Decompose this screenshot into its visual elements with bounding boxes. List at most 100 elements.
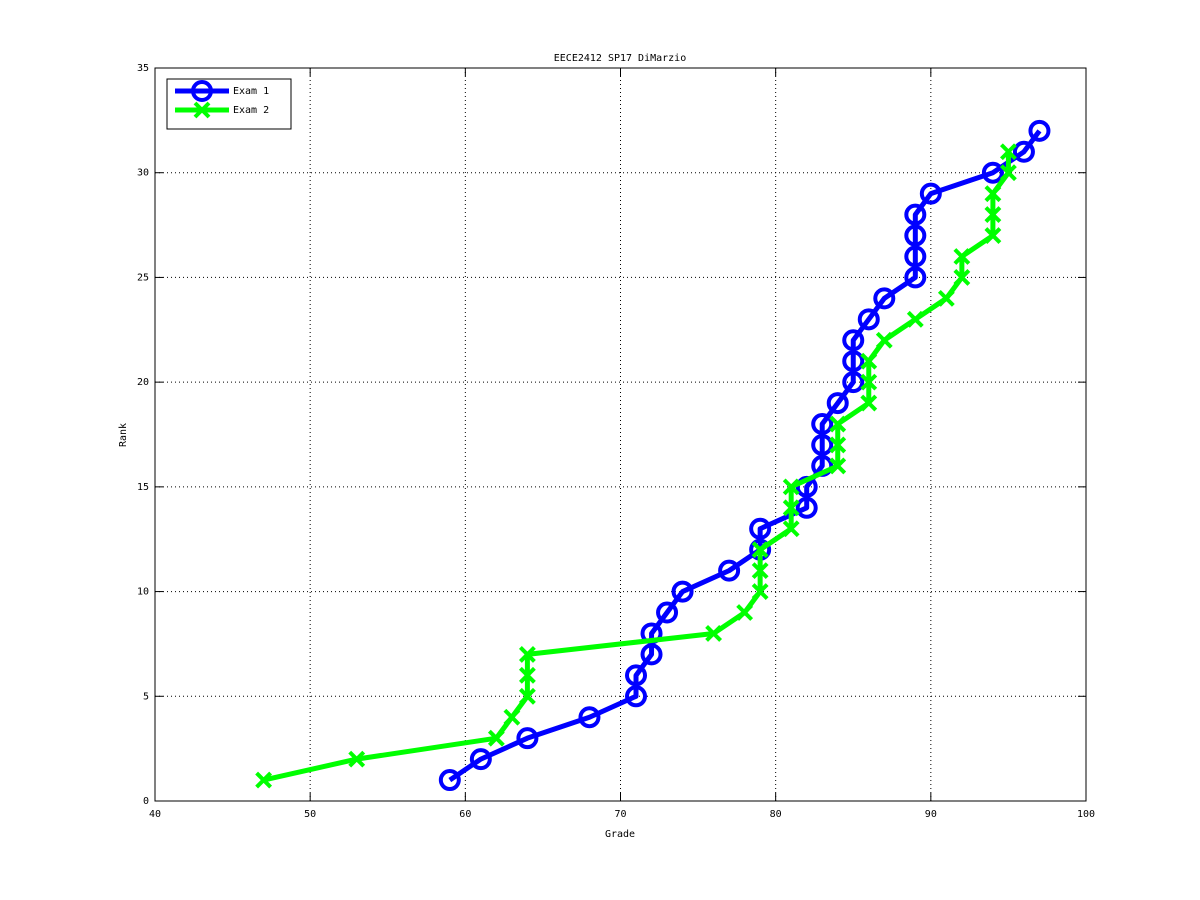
marker <box>438 769 461 792</box>
marker-stroke <box>953 248 971 265</box>
marker <box>469 748 492 771</box>
y-tick-label: 35 <box>137 63 149 74</box>
marker-stroke <box>503 708 521 726</box>
marker <box>795 496 818 519</box>
marker <box>671 580 694 603</box>
marker <box>904 266 927 289</box>
marker-stroke <box>906 310 924 328</box>
marker-stroke <box>1000 143 1017 161</box>
y-tick-label: 25 <box>137 272 149 283</box>
marker-stroke <box>984 185 1002 203</box>
marker-stroke <box>255 771 273 789</box>
marker-stroke <box>953 269 971 286</box>
marker-stroke <box>751 583 769 600</box>
marker <box>811 433 834 456</box>
chart-title: EECE2412 SP17 DiMarzio <box>554 53 686 64</box>
marker <box>625 685 648 708</box>
marker-stroke <box>937 289 955 307</box>
marker <box>1012 140 1035 163</box>
y-tick-label: 30 <box>137 168 149 179</box>
legend-label: Exam 1 <box>233 86 269 97</box>
marker-stroke <box>829 457 847 475</box>
marker-stroke <box>751 541 769 559</box>
marker <box>518 666 536 684</box>
marker-stroke <box>829 436 847 454</box>
marker <box>860 352 878 370</box>
marker <box>193 101 211 119</box>
marker <box>953 248 971 265</box>
marker <box>826 392 849 415</box>
marker <box>656 601 679 624</box>
marker-stroke <box>875 331 893 349</box>
marker <box>829 457 847 475</box>
x-tick-label: 90 <box>925 809 937 820</box>
marker <box>984 206 1002 224</box>
marker-stroke <box>860 352 878 370</box>
marker <box>953 269 971 286</box>
marker-stroke <box>984 227 1002 244</box>
marker <box>981 161 1004 184</box>
marker <box>348 750 366 768</box>
marker-stroke <box>518 645 536 663</box>
marker <box>811 413 834 436</box>
marker-stroke <box>348 750 366 768</box>
marker-stroke <box>829 415 847 433</box>
marker <box>842 329 865 352</box>
marker <box>904 245 927 268</box>
marker <box>860 394 878 412</box>
legend: Exam 1 Exam 2 <box>166 78 292 130</box>
x-tick-label: 50 <box>304 809 316 820</box>
x-tick-label: 100 <box>1077 809 1095 820</box>
marker-stroke <box>1000 164 1017 182</box>
y-tick-label: 15 <box>137 482 149 493</box>
marker <box>625 664 648 687</box>
marker <box>782 478 800 496</box>
marker <box>718 559 741 582</box>
marker <box>578 706 601 729</box>
plot-frame <box>154 67 1087 802</box>
y-tick-label: 20 <box>137 377 149 388</box>
y-axis-label: Rank <box>118 423 129 447</box>
marker <box>736 604 754 621</box>
marker <box>1028 119 1051 142</box>
marker <box>857 308 880 331</box>
x-tick-label: 60 <box>459 809 471 820</box>
marker <box>503 708 521 726</box>
marker-stroke <box>487 729 505 747</box>
marker-stroke <box>193 101 211 119</box>
marker <box>751 583 769 600</box>
marker-stroke <box>736 604 754 621</box>
marker <box>751 541 769 559</box>
marker <box>191 80 213 102</box>
marker <box>906 310 924 328</box>
marker <box>919 182 942 205</box>
marker <box>937 289 955 307</box>
marker-stroke <box>782 499 800 517</box>
x-tick-label: 40 <box>149 809 161 820</box>
y-tick-label: 5 <box>143 691 149 702</box>
legend-box <box>166 78 292 130</box>
marker-stroke <box>782 478 800 496</box>
marker <box>875 331 893 349</box>
marker <box>842 350 865 373</box>
marker <box>904 203 927 226</box>
marker <box>255 771 273 789</box>
marker <box>829 436 847 454</box>
marker-stroke <box>518 666 536 684</box>
marker <box>751 562 769 580</box>
marker-stroke <box>984 206 1002 224</box>
marker <box>1000 164 1017 182</box>
marker <box>873 287 896 310</box>
marker <box>518 687 536 705</box>
y-tick-label: 10 <box>137 587 149 598</box>
legend-label: Exam 2 <box>233 105 269 116</box>
x-tick-label: 70 <box>614 809 626 820</box>
marker <box>1000 143 1017 161</box>
marker <box>749 517 772 540</box>
x-axis-label: Grade <box>605 829 635 840</box>
x-tick-label: 80 <box>770 809 782 820</box>
marker <box>984 185 1002 203</box>
marker <box>782 520 800 538</box>
